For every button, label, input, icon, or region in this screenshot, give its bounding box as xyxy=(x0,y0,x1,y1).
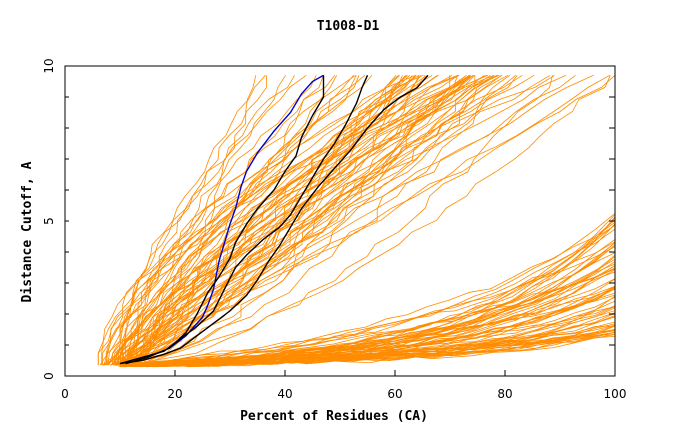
other-model-line xyxy=(102,75,411,366)
other-model-line xyxy=(116,74,491,366)
x-tick-label: 60 xyxy=(387,387,402,401)
series-line-1 xyxy=(125,74,324,365)
series-layer xyxy=(119,74,429,365)
other-model-line xyxy=(115,74,408,366)
other-model-line xyxy=(106,75,266,366)
y-tick-label: 0 xyxy=(42,372,56,380)
other-model-line xyxy=(125,75,406,366)
x-tick-label: 80 xyxy=(497,387,512,401)
other-model-line xyxy=(124,75,611,366)
y-axis-label: Distance Cutoff, A xyxy=(20,161,35,302)
series-line-3 xyxy=(119,75,369,365)
ticks-layer: 0 20 40 60 80 100 0 5 10 xyxy=(42,58,626,401)
other-model-line xyxy=(105,75,324,366)
chart-title: T1008-D1 xyxy=(317,19,380,34)
other-model-line xyxy=(125,194,616,366)
x-tick-label: 40 xyxy=(277,387,292,401)
other-model-line xyxy=(118,75,338,366)
y-tick-label: 5 xyxy=(42,217,56,225)
other-model-line xyxy=(118,74,307,366)
x-tick-label: 100 xyxy=(604,387,627,401)
other-model-line xyxy=(135,82,616,367)
other-model-line xyxy=(97,74,416,366)
other-model-line xyxy=(124,178,616,368)
other-model-line xyxy=(144,235,616,368)
other-model-line xyxy=(125,74,420,366)
other-model-line xyxy=(121,257,616,367)
other-model-line xyxy=(126,282,616,367)
other-model-line xyxy=(121,192,616,364)
other-model-line xyxy=(134,118,616,366)
other-model-line xyxy=(122,74,610,366)
other-model-line xyxy=(115,147,616,366)
other-model-line xyxy=(119,75,317,366)
other-model-line xyxy=(126,111,616,368)
other-model-line xyxy=(129,74,594,366)
other-model-line xyxy=(101,74,470,366)
other-model-line xyxy=(114,74,500,366)
other-model-line xyxy=(126,74,489,366)
other-model-line xyxy=(135,74,576,366)
other-model-line xyxy=(123,74,555,366)
other-model-line xyxy=(138,75,416,366)
x-axis-label: Percent of Residues (CA) xyxy=(240,409,428,424)
other-model-line xyxy=(113,74,510,366)
x-tick-label: 0 xyxy=(61,387,69,401)
other-model-line xyxy=(130,75,420,366)
other-model-line xyxy=(120,75,472,366)
other-model-line xyxy=(121,74,516,366)
other-model-line xyxy=(141,90,616,368)
other-model-line xyxy=(124,75,451,366)
other-model-line xyxy=(124,75,476,366)
x-tick-label: 20 xyxy=(167,387,182,401)
other-model-line xyxy=(99,75,360,366)
other-model-line xyxy=(102,74,459,366)
series-line-2 xyxy=(125,75,325,365)
y-tick-label: 10 xyxy=(42,58,56,73)
other-model-line xyxy=(126,74,498,366)
other-model-line xyxy=(123,74,551,366)
other-models-layer xyxy=(97,74,616,368)
other-model-line xyxy=(131,75,518,366)
other-model-line xyxy=(127,75,336,366)
series-line-4 xyxy=(119,74,429,365)
other-model-line xyxy=(129,74,509,366)
other-model-line xyxy=(137,74,438,366)
other-model-line xyxy=(124,74,503,366)
other-model-line xyxy=(120,192,616,368)
